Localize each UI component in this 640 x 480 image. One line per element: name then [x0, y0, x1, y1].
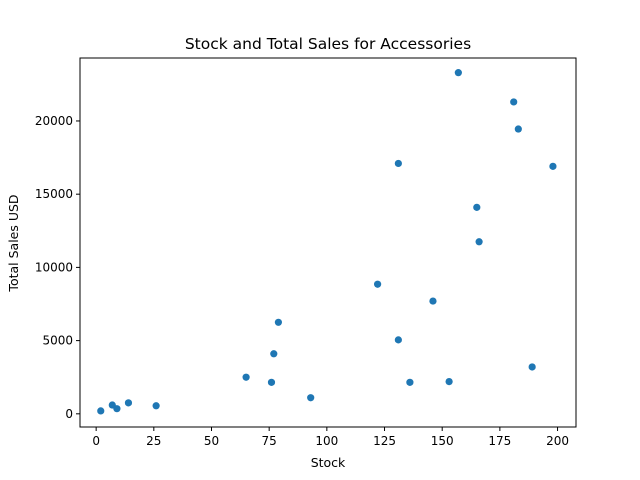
data-point	[549, 162, 557, 170]
data-point	[406, 378, 414, 386]
data-point	[394, 336, 402, 344]
data-points	[97, 69, 557, 415]
y-tick-label: 15000	[35, 187, 73, 201]
data-point	[267, 378, 276, 386]
data-point	[307, 394, 315, 402]
data-point	[475, 238, 483, 246]
x-tick-label: 200	[546, 434, 569, 448]
x-axis-ticks: 0 25 50 75 100 125 150 175 200	[92, 427, 569, 448]
x-tick-label: 175	[488, 434, 511, 448]
x-axis-label: Stock	[311, 455, 346, 470]
data-point	[270, 350, 278, 358]
data-point	[394, 159, 402, 168]
plot-area-frame	[79, 57, 577, 428]
data-point	[113, 405, 121, 413]
data-point	[97, 407, 105, 415]
data-point	[274, 318, 282, 326]
x-tick-label: 75	[262, 434, 277, 448]
data-point	[374, 280, 382, 288]
data-point	[242, 373, 250, 381]
data-point	[510, 98, 518, 106]
x-tick-label: 100	[315, 434, 338, 448]
data-point	[454, 69, 462, 77]
data-point	[152, 402, 160, 410]
chart-title: Stock and Total Sales for Accessories	[185, 35, 471, 53]
y-tick-label: 20000	[35, 114, 73, 128]
x-tick-label: 150	[431, 434, 454, 448]
y-tick-label: 10000	[35, 260, 73, 274]
y-axis-label: Total Sales USD	[6, 194, 21, 292]
x-tick-label: 50	[204, 434, 219, 448]
y-axis-ticks: 0 5000 10000 15000 20000	[35, 114, 80, 421]
data-point	[514, 125, 522, 133]
x-tick-label: 25	[146, 434, 161, 448]
y-tick-label: 0	[65, 407, 73, 421]
data-point	[473, 203, 481, 211]
data-point	[528, 363, 536, 371]
x-tick-label: 0	[92, 434, 100, 448]
data-point	[124, 399, 133, 407]
x-tick-label: 125	[373, 434, 396, 448]
data-point	[445, 378, 453, 386]
y-tick-label: 5000	[42, 334, 73, 348]
data-point	[429, 297, 437, 305]
